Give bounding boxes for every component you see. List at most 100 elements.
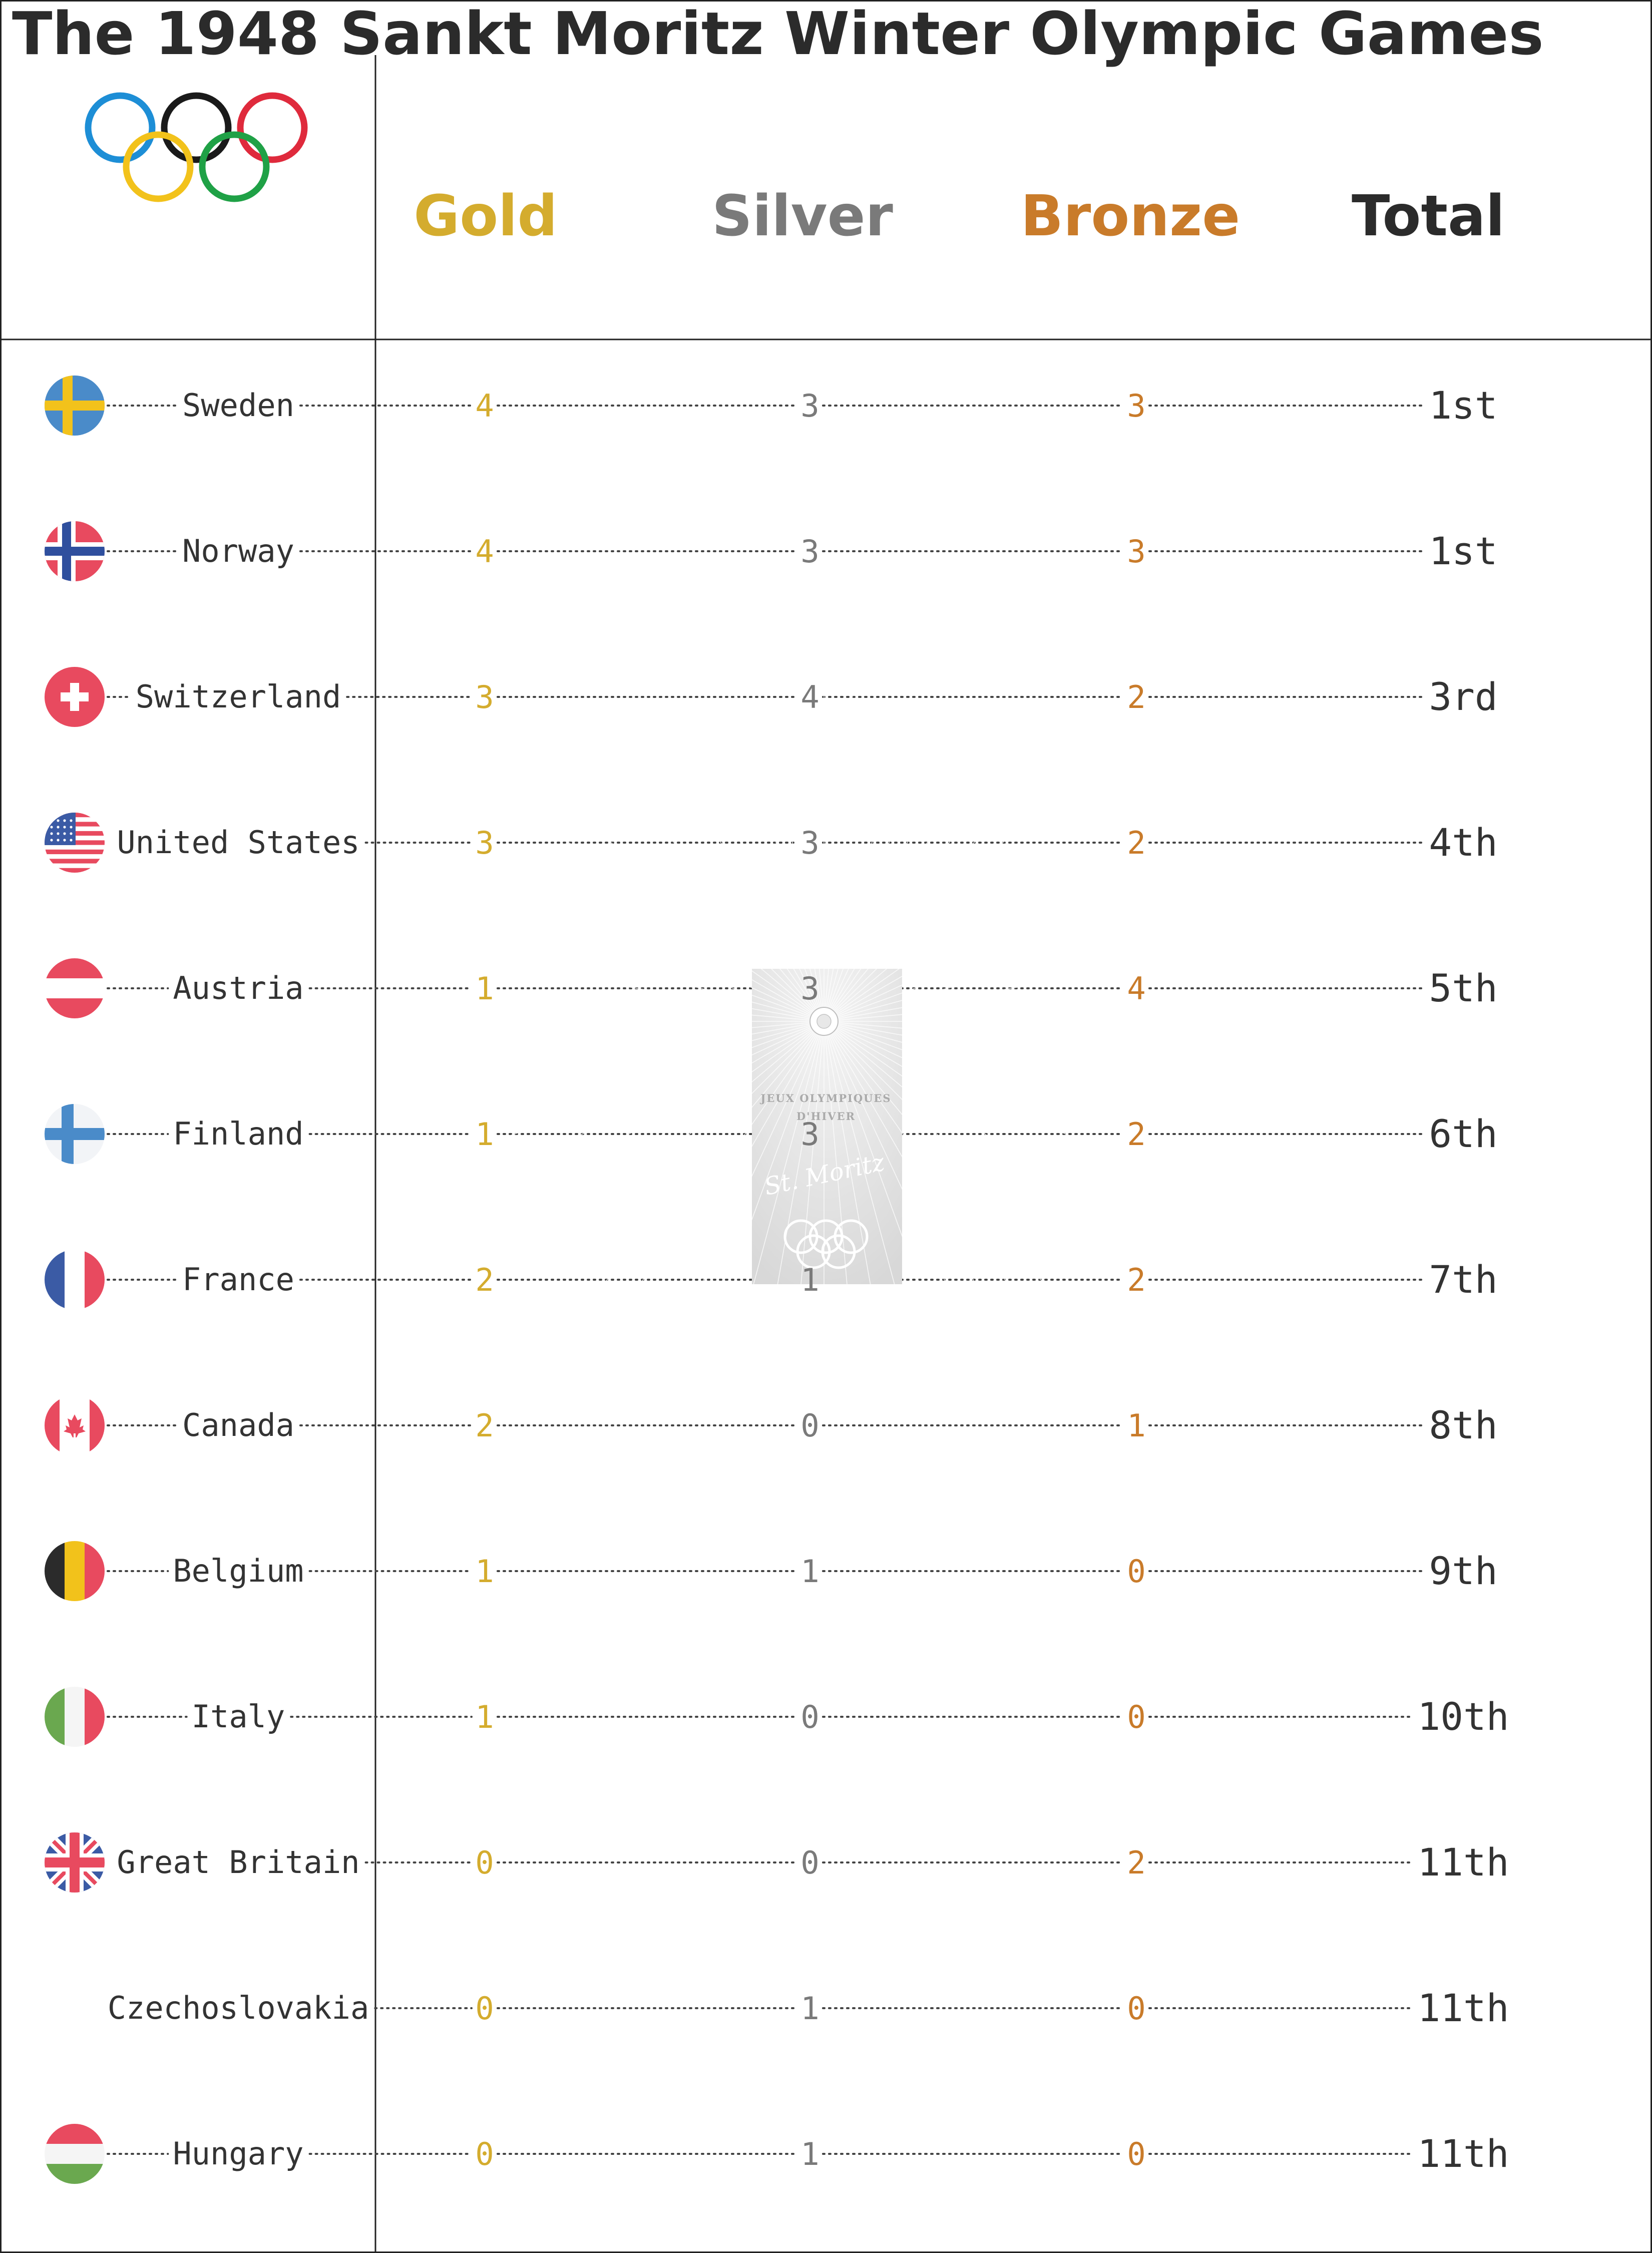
gold-count: 1 <box>475 1553 494 1590</box>
poster-ray <box>823 1021 1026 1309</box>
silver-count: 1 <box>800 1553 819 1590</box>
flag-shape <box>45 1541 105 1601</box>
rank-label: 5th <box>1429 966 1497 1010</box>
canada-flag-icon <box>45 1395 105 1455</box>
poster-sun-face <box>816 1014 832 1029</box>
flag-shape <box>45 521 105 581</box>
flag-part <box>45 998 105 1018</box>
poster-ray <box>675 1021 824 1339</box>
rank-label: 11th <box>1417 1986 1509 2030</box>
flag-part <box>85 1541 105 1601</box>
country-name: France <box>182 1261 294 1298</box>
bronze-count: 2 <box>1127 1262 1145 1298</box>
rank-label: 3rd <box>1429 674 1497 719</box>
table-row: Switzerland 3 4 2 3rd <box>45 667 1498 727</box>
flag-part <box>45 868 105 873</box>
poster-ray <box>823 1021 1142 1170</box>
silver-count: 0 <box>800 1844 819 1881</box>
france-flag-icon <box>45 1250 105 1310</box>
poster-ray <box>475 1021 824 1052</box>
flag-star <box>57 826 60 829</box>
flag-part <box>45 849 105 855</box>
silver-count: 3 <box>800 970 819 1007</box>
bronze-count: 2 <box>1127 825 1145 861</box>
flag-shape <box>45 1250 105 1310</box>
flag-part <box>85 1687 105 1747</box>
flag-part <box>90 1395 105 1455</box>
country-name: Czechoslovakia <box>108 1990 369 2026</box>
poster-ray <box>479 1021 824 1083</box>
poster-ring-5 <box>821 1234 856 1269</box>
poster-ray <box>762 1021 824 1367</box>
norway-flag-icon <box>45 521 105 581</box>
italy-flag-icon <box>45 1687 105 1747</box>
flag-star <box>70 832 73 835</box>
flag-star <box>70 819 73 822</box>
table-row: Finland 1 3 2 6th <box>45 1104 1498 1164</box>
gold-count: 1 <box>475 970 494 1007</box>
austria-flag-icon <box>45 958 105 1018</box>
ring-blue <box>85 92 156 163</box>
flag-star <box>63 826 66 829</box>
bronze-count: 3 <box>1127 388 1145 424</box>
table-row: France 2 1 2 7th <box>45 1250 1498 1310</box>
flag-star <box>70 839 73 842</box>
silver-count: 3 <box>800 825 819 861</box>
poster-ray <box>823 1021 1000 1325</box>
flag-part <box>61 692 89 701</box>
flag-part <box>45 2144 105 2164</box>
table-row: Czechoslovakia 0 1 0 11th <box>108 1986 1509 2030</box>
flag-star <box>63 839 66 842</box>
flag-shape <box>45 1104 105 1164</box>
poster-ray <box>733 1021 824 1360</box>
poster-ray <box>648 717 824 1022</box>
poster-ray <box>823 1021 1093 1247</box>
poster-ray <box>576 1021 824 1270</box>
flag-star <box>57 832 60 835</box>
flag-part <box>45 1250 65 1310</box>
poster-ray <box>823 672 855 1022</box>
poster-ray <box>823 990 1173 1022</box>
poster-ray <box>762 676 824 1022</box>
rank-label: 8th <box>1429 1403 1497 1447</box>
poster-ray <box>598 753 824 1022</box>
poster-ray <box>823 717 1000 1022</box>
bronze-count: 1 <box>1127 1407 1145 1444</box>
table-row: Canada 2 0 1 8th <box>45 1395 1498 1455</box>
poster-ray <box>506 873 824 1022</box>
rank-label: 11th <box>1417 1840 1509 1885</box>
silver-count: 0 <box>800 1699 819 1735</box>
silver-count: 3 <box>800 533 819 570</box>
country-name: Belgium <box>173 1553 303 1589</box>
flag-shape <box>45 813 105 873</box>
flag-shape <box>45 2124 105 2184</box>
poster-ray <box>622 734 824 1022</box>
poster-ray <box>823 873 1142 1022</box>
1948-st-moritz-poster-image: JEUX OLYMPIQUES D'HIVER St. Moritz <box>474 671 1174 1372</box>
rank-label: 4th <box>1429 820 1497 865</box>
silver-count: 1 <box>800 1262 819 1298</box>
poster-ray <box>823 734 1026 1022</box>
silver-count: 3 <box>800 388 819 424</box>
bronze-count: 0 <box>1127 2136 1145 2172</box>
flag-part <box>45 2124 105 2144</box>
silver-count: 1 <box>800 2136 819 2172</box>
gold-count: 3 <box>475 679 494 715</box>
poster-ray <box>494 901 824 1022</box>
table-row: Norway 4 3 3 1st <box>45 521 1498 581</box>
poster-ray <box>793 1021 824 1371</box>
flag-shape <box>45 667 105 727</box>
poster-ray <box>555 796 824 1022</box>
poster-ray <box>823 1021 886 1367</box>
flag-shape <box>45 958 105 1018</box>
olympic-rings-icon <box>85 92 308 202</box>
column-header-bronze: Bronze <box>1021 184 1240 249</box>
poster-ray <box>622 1021 824 1309</box>
poster-ray <box>823 960 1169 1022</box>
poster-ray <box>823 1021 1128 1197</box>
ring-yellow <box>123 131 194 202</box>
poster-ray <box>823 796 1093 1022</box>
poster-ray <box>823 1021 855 1371</box>
